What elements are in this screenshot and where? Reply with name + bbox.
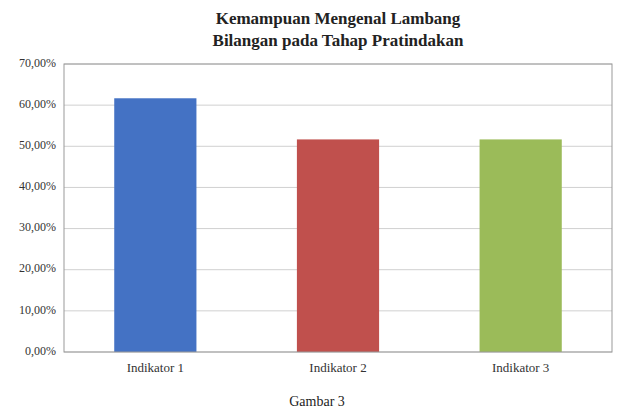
bar xyxy=(297,139,379,352)
y-axis: 0,00% 10,00% 20,00% 30,00% 40,00% 50,00% 60,00… xyxy=(19,56,56,358)
title-line: Bilangan pada Tahap Pratindakan xyxy=(213,31,464,50)
y-tick-label: 40,00% xyxy=(19,179,56,193)
bar xyxy=(480,139,562,352)
x-tick-label: Indikator 1 xyxy=(127,360,184,375)
plot-frame xyxy=(64,64,612,352)
chart-container: 0,00% 10,00% 20,00% 30,00% 40,00% 50,00% 60,00… xyxy=(0,0,634,418)
y-tick-label: 50,00% xyxy=(19,138,56,152)
y-tick-label: 0,00% xyxy=(25,344,56,358)
chart-svg: 0,00% 10,00% 20,00% 30,00% 40,00% 50,00% 60,00… xyxy=(0,0,634,418)
bars xyxy=(114,98,562,352)
grid xyxy=(64,64,612,352)
y-tick-label: 70,00% xyxy=(19,56,56,70)
title-line: Kemampuan Mengenal Lambang xyxy=(216,9,461,28)
x-axis: Indikator 1 Indikator 2 Indikator 3 xyxy=(127,360,550,375)
y-tick-label: 10,00% xyxy=(19,303,56,317)
caption: Gambar 3 xyxy=(289,394,345,409)
y-tick-label: 60,00% xyxy=(19,97,56,111)
x-tick-label: Indikator 3 xyxy=(492,360,549,375)
bar xyxy=(114,98,196,352)
x-tick-label: Indikator 2 xyxy=(309,360,366,375)
y-tick-label: 20,00% xyxy=(19,261,56,275)
y-tick-label: 30,00% xyxy=(19,220,56,234)
title: Kemampuan Mengenal Lambang Bilangan pada … xyxy=(213,9,464,50)
